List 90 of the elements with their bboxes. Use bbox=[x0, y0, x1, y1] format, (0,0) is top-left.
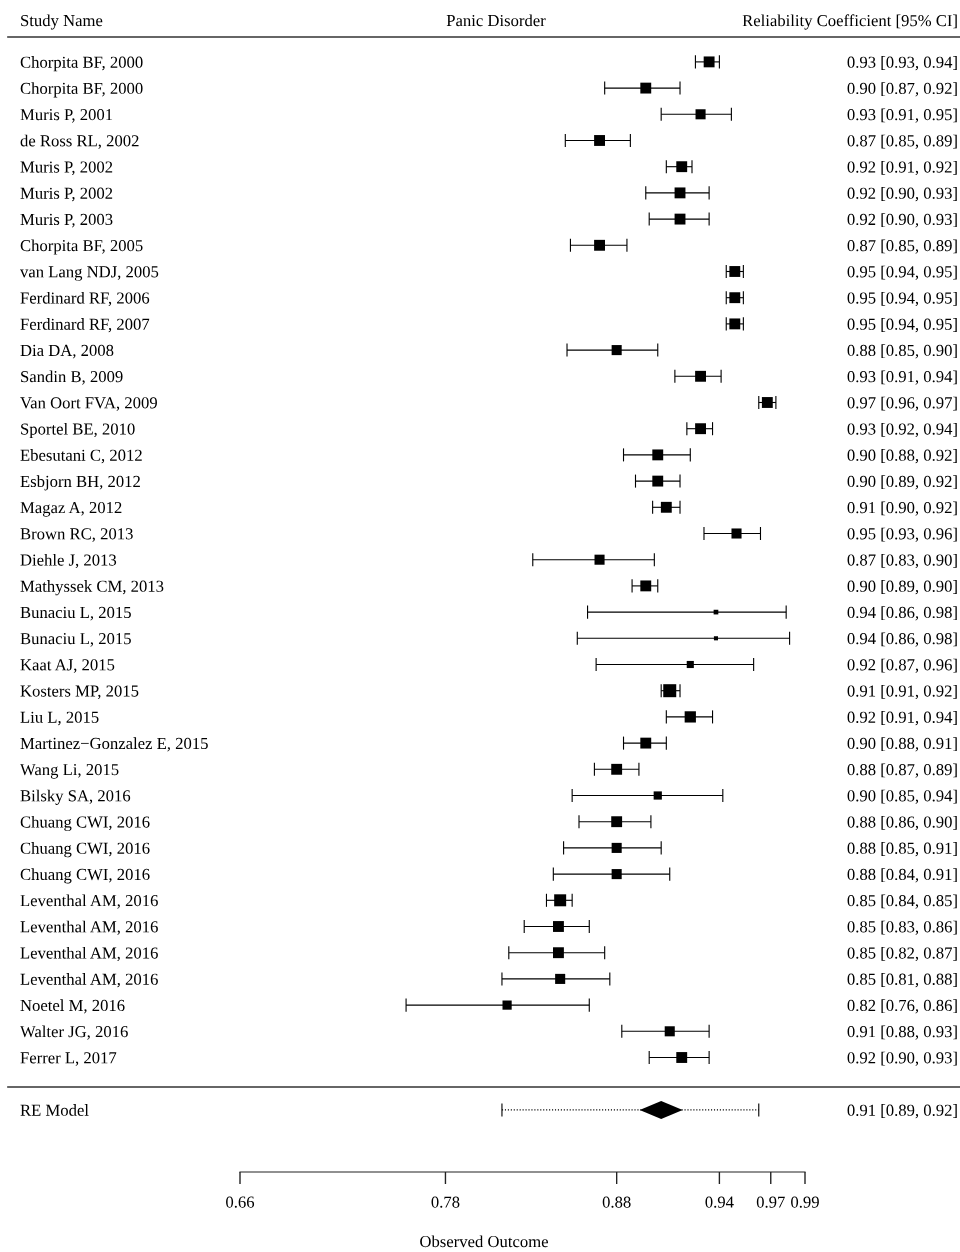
data-label: 0.92 [0.91, 0.92] bbox=[847, 160, 957, 176]
x-tick-label: 0.78 bbox=[431, 1196, 460, 1208]
x-tick-label: 0.88 bbox=[602, 1196, 631, 1208]
data-label: 0.93 [0.93, 0.94] bbox=[847, 56, 957, 71]
x-tick-label: 0.97 bbox=[756, 1196, 785, 1208]
y-axis-title: Study Name bbox=[21, 14, 103, 30]
data-label: 0.95 [0.94, 0.95] bbox=[847, 265, 957, 280]
data-label: 0.91 [0.91, 0.92] bbox=[847, 684, 957, 700]
data-label: 0.92 [0.87, 0.96] bbox=[847, 658, 957, 673]
data-label: 0.90 [0.88, 0.92] bbox=[847, 449, 957, 464]
y-tick-label: Bunaciu L, 2015 bbox=[20, 606, 131, 621]
x-tick-label: 0.99 bbox=[791, 1196, 819, 1208]
data-label: 0.85 [0.83, 0.86] bbox=[847, 920, 957, 935]
y-tick-label: Leventhal AM, 2016 bbox=[20, 973, 158, 988]
y-tick-label: Muris P, 2001 bbox=[20, 108, 113, 123]
x-tick-label: 0.94 bbox=[705, 1196, 734, 1208]
data-label: 0.87 [0.85, 0.89] bbox=[847, 134, 957, 149]
y-tick-label: Kaat AJ, 2015 bbox=[20, 659, 115, 673]
y-tick-label: van Lang NDJ, 2005 bbox=[20, 266, 159, 281]
y-tick-label: de Ross RL, 2002 bbox=[20, 134, 139, 149]
data-label: 0.90 [0.87, 0.92] bbox=[847, 82, 957, 97]
y-tick-label: Chorpita BF, 2000 bbox=[20, 82, 143, 98]
y-tick-label: Mathyssek CM, 2013 bbox=[20, 580, 164, 596]
y-tick-label: Leventhal AM, 2016 bbox=[20, 946, 158, 962]
data-label: 0.90 [0.88, 0.91] bbox=[847, 737, 957, 752]
data-label: 0.97 [0.96, 0.97] bbox=[847, 396, 957, 411]
y-tick-label: Wang Li, 2015 bbox=[20, 763, 119, 779]
y-tick-label: RE Model bbox=[20, 1104, 89, 1116]
y-tick-label: Chorpita BF, 2005 bbox=[20, 239, 143, 255]
y-tick-label: Esbjorn BH, 2012 bbox=[20, 475, 140, 491]
data-label: 0.95 [0.93, 0.96] bbox=[847, 527, 957, 542]
data-label: 0.85 [0.84, 0.85] bbox=[847, 894, 957, 909]
y-tick-label: Sandin B, 2009 bbox=[21, 370, 123, 385]
x-axis-title: Observed Outcome bbox=[420, 1235, 548, 1248]
data-label: 0.85 [0.82, 0.87] bbox=[847, 946, 957, 962]
y-tick-label: Leventhal AM, 2016 bbox=[20, 920, 158, 935]
y-tick-label: Muris P, 2003 bbox=[20, 213, 113, 228]
y-tick-label: Chuang CWI, 2016 bbox=[20, 815, 150, 832]
y-tick-label: Ferdinard RF, 2007 bbox=[20, 318, 150, 333]
y-tick-label: Sportel BE, 2010 bbox=[21, 422, 135, 439]
y-tick-label: Chorpita BF, 2000 bbox=[20, 56, 143, 72]
y-tick-label: Chuang CWI, 2016 bbox=[20, 868, 150, 884]
data-label: 0.87 [0.85, 0.89] bbox=[847, 239, 957, 254]
data-label: 0.88 [0.86, 0.90] bbox=[847, 815, 957, 831]
data-label: 0.88 [0.87, 0.89] bbox=[847, 763, 957, 778]
data-label: 0.88 [0.85, 0.91] bbox=[847, 842, 957, 857]
data-label: 0.92 [0.90, 0.93] bbox=[847, 187, 957, 202]
y-tick-label: Bilsky SA, 2016 bbox=[20, 789, 131, 805]
y-tick-label: Brown RC, 2013 bbox=[20, 528, 133, 542]
data-label: 0.88 [0.85, 0.90] bbox=[847, 344, 957, 359]
y-tick-label: Liu L, 2015 bbox=[20, 711, 99, 726]
data-label: 0.95 [0.94, 0.95] bbox=[847, 291, 957, 307]
data-label: 0.95 [0.94, 0.95] bbox=[847, 318, 957, 333]
y-tick-label: Magaz A, 2012 bbox=[20, 501, 122, 517]
y-tick-label: Van Oort FVA, 2009 bbox=[20, 397, 157, 411]
y-tick-label: Dia DA, 2008 bbox=[20, 344, 114, 359]
x-tick-label: 0.66 bbox=[226, 1196, 255, 1208]
y-tick-label: Diehle J, 2013 bbox=[20, 553, 117, 569]
data-label: 0.92 [0.90, 0.93] bbox=[847, 213, 957, 228]
data-label: 0.91 [0.90, 0.92] bbox=[847, 501, 957, 516]
data-label: 0.87 [0.83, 0.90] bbox=[847, 553, 957, 569]
y-tick-label: Kosters MP, 2015 bbox=[20, 685, 139, 700]
y-tick-label: Martinez−Gonzalez E, 2015 bbox=[20, 737, 208, 752]
y-tick-label: Leventhal AM, 2016 bbox=[20, 894, 158, 909]
y-tick-label: Noetel M, 2016 bbox=[20, 999, 125, 1014]
data-label: 0.90 [0.89, 0.92] bbox=[847, 475, 957, 490]
y-tick-label: Muris P, 2002 bbox=[20, 161, 113, 176]
data-label: 0.93 [0.91, 0.94] bbox=[847, 370, 957, 385]
y-tick-label: Walter JG, 2016 bbox=[20, 1025, 128, 1040]
data-label: 0.93 [0.92, 0.94] bbox=[847, 422, 957, 438]
data-label: 0.90 [0.85, 0.94] bbox=[847, 789, 957, 804]
data-label: 0.92 [0.91, 0.94] bbox=[847, 711, 957, 726]
data-label: 0.91 [0.88, 0.93] bbox=[847, 1025, 957, 1040]
data-label: 0.92 [0.90, 0.93] bbox=[847, 1051, 957, 1066]
text: 0.91 [0.89, 0.92] bbox=[847, 1104, 957, 1119]
y-tick-label: Ferrer L, 2017 bbox=[20, 1052, 117, 1066]
data-label: 0.88 [0.84, 0.91] bbox=[847, 868, 957, 883]
chart-title: Panic Disorder bbox=[446, 14, 546, 27]
y-tick-label: Ferdinard RF, 2006 bbox=[20, 291, 150, 307]
data-label: 0.94 [0.86, 0.98] bbox=[847, 606, 957, 621]
y-tick-label: Muris P, 2002 bbox=[20, 187, 113, 202]
y-tick-label: Chuang CWI, 2016 bbox=[20, 842, 150, 858]
data-label: 0.90 [0.89, 0.90] bbox=[847, 580, 957, 595]
data-label: 0.85 [0.81, 0.88] bbox=[847, 973, 957, 988]
data-label: 0.94 [0.86, 0.98] bbox=[847, 632, 957, 647]
text: Reliability Coefficient [95% CI] bbox=[742, 14, 957, 30]
data-label: 0.82 [0.76, 0.86] bbox=[847, 999, 957, 1014]
data-label: 0.93 [0.91, 0.95] bbox=[847, 108, 957, 123]
y-tick-label: Ebesutani C, 2012 bbox=[20, 449, 142, 464]
y-tick-label: Bunaciu L, 2015 bbox=[20, 633, 131, 647]
